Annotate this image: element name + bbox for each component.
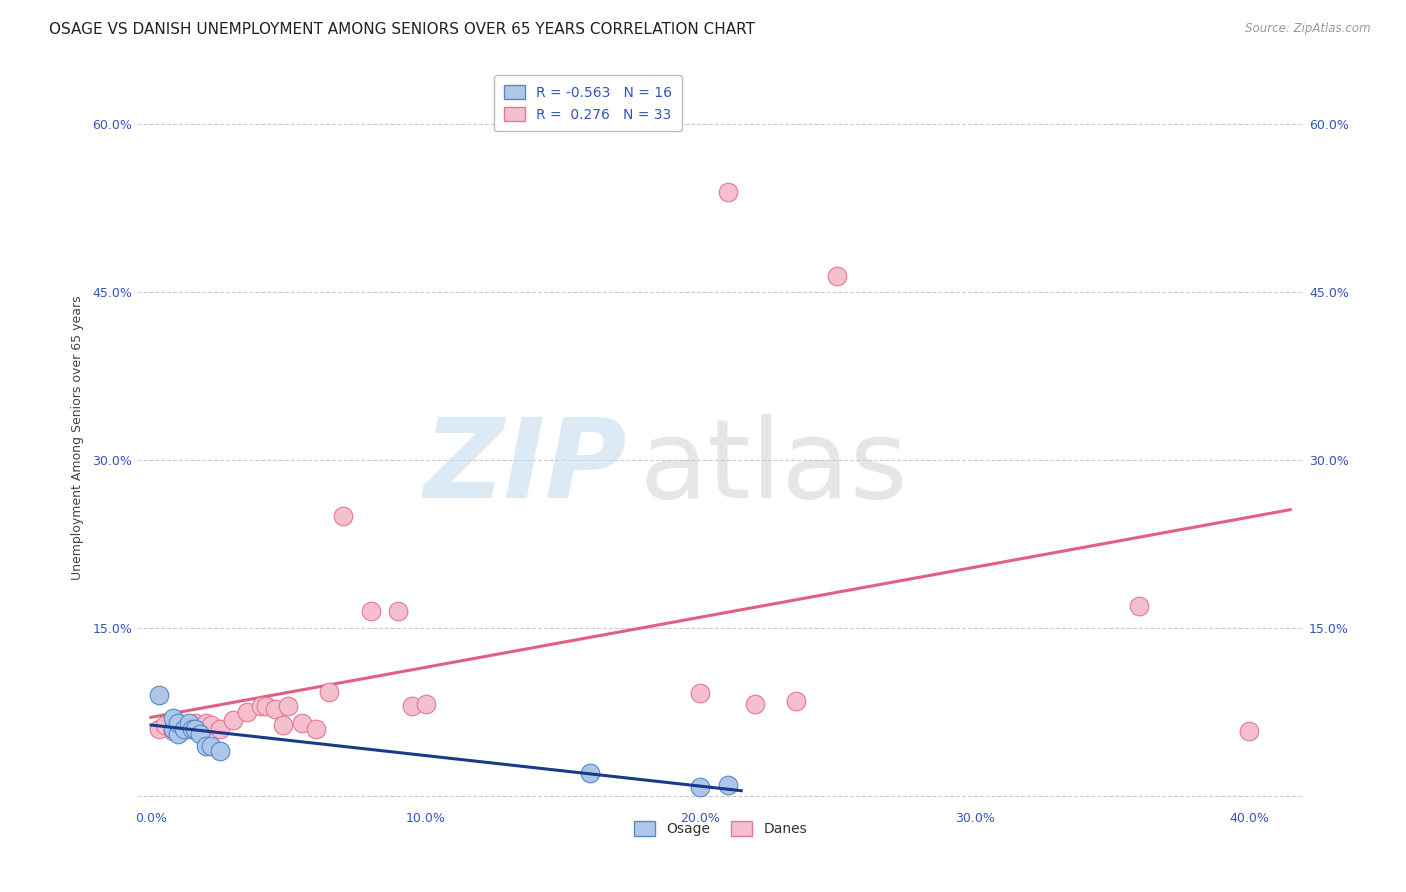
Point (190, 722, 212, 736)
Point (190, 727, 212, 741)
Point (236, 705, 259, 719)
Point (208, 722, 231, 736)
Point (222, 713, 245, 727)
Point (716, 185, 738, 199)
Point (200, 739, 222, 753)
Point (176, 722, 198, 736)
Point (305, 722, 328, 736)
Point (827, 268, 849, 283)
Point (250, 699, 273, 714)
Point (167, 727, 190, 741)
Point (689, 686, 711, 700)
Point (387, 604, 409, 618)
Point (153, 718, 176, 732)
Point (200, 718, 222, 732)
Point (184, 722, 207, 736)
Point (1128, 599, 1150, 613)
Point (194, 739, 217, 753)
Point (181, 722, 204, 736)
Point (148, 722, 170, 736)
Point (173, 718, 195, 732)
Point (415, 697, 437, 711)
Point (254, 699, 277, 714)
Text: ZIP: ZIP (423, 414, 627, 521)
Point (167, 722, 190, 736)
Point (277, 699, 299, 714)
Point (162, 710, 184, 724)
Point (785, 694, 807, 708)
Point (167, 716, 190, 731)
Text: atlas: atlas (638, 414, 907, 521)
Text: Source: ZipAtlas.com: Source: ZipAtlas.com (1246, 22, 1371, 36)
Point (181, 722, 204, 736)
Point (263, 701, 285, 715)
Point (162, 723, 184, 738)
Point (162, 722, 184, 736)
Point (271, 718, 294, 732)
Point (360, 604, 382, 618)
Point (184, 716, 207, 731)
Point (744, 697, 766, 711)
Point (579, 766, 602, 780)
Point (291, 716, 314, 731)
Point (689, 780, 711, 794)
Point (179, 716, 201, 731)
Y-axis label: Unemployment Among Seniors over 65 years: Unemployment Among Seniors over 65 years (72, 295, 84, 580)
Point (208, 744, 231, 758)
Point (318, 685, 340, 699)
Legend: Osage, Danes: Osage, Danes (626, 813, 815, 845)
Point (332, 509, 354, 524)
Point (716, 778, 738, 792)
Text: OSAGE VS DANISH UNEMPLOYMENT AMONG SENIORS OVER 65 YEARS CORRELATION CHART: OSAGE VS DANISH UNEMPLOYMENT AMONG SENIO… (49, 22, 755, 37)
Point (167, 716, 190, 731)
Point (148, 688, 170, 702)
Point (1237, 723, 1260, 738)
Point (173, 722, 195, 736)
Point (194, 716, 217, 731)
Point (401, 699, 423, 714)
